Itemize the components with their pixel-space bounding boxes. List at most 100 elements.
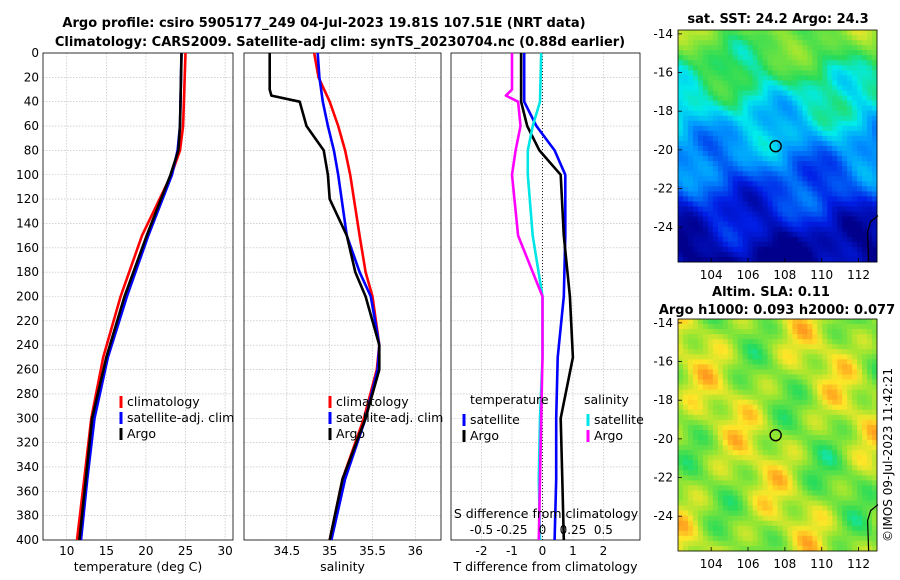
heatmap-cell <box>867 156 873 162</box>
heatmap-cell <box>767 90 773 96</box>
profile-panel-temperature: 0204060801001201401601802002202402602803… <box>16 46 234 574</box>
heatmap-cell <box>812 95 818 102</box>
heatmap-cell <box>678 339 684 345</box>
heatmap-cell <box>678 545 684 552</box>
heatmap-cell <box>732 110 739 117</box>
heatmap-cell <box>702 80 709 86</box>
heatmap-cell <box>857 120 863 127</box>
heatmap-cell <box>787 374 793 380</box>
heatmap-cell <box>727 35 734 41</box>
heatmap-cell <box>787 241 793 248</box>
heatmap-cell <box>782 246 788 253</box>
heatmap-cell <box>757 85 763 91</box>
heatmap-cell <box>767 216 773 223</box>
heatmap-cell <box>842 201 848 207</box>
heatmap-cell <box>742 90 749 96</box>
heatmap-cell <box>822 450 828 456</box>
x-tick-label: 20 <box>138 544 153 558</box>
heatmap-cell <box>777 329 783 335</box>
heatmap-cell <box>832 334 838 340</box>
heatmap-cell <box>812 354 818 360</box>
heatmap-cell <box>832 480 838 486</box>
heatmap-cell <box>842 196 848 202</box>
heatmap-cell <box>827 110 833 117</box>
heatmap-cell <box>742 226 749 233</box>
heatmap-cell <box>832 445 838 451</box>
heatmap-cell <box>777 40 783 46</box>
heatmap-cell <box>707 166 714 172</box>
heatmap-cell <box>852 241 858 248</box>
heatmap-cell <box>727 515 734 522</box>
heatmap-cell <box>682 100 689 107</box>
heatmap-cell <box>762 226 768 233</box>
heatmap-cell <box>702 196 709 202</box>
heatmap-cell <box>697 45 704 51</box>
heatmap-cell <box>692 40 699 46</box>
heatmap-cell <box>707 354 714 360</box>
heatmap-cell <box>732 329 739 335</box>
heatmap-cell <box>857 510 863 517</box>
heatmap-cell <box>692 226 699 233</box>
heatmap-cell <box>822 115 828 122</box>
heatmap-cell <box>822 374 828 380</box>
heatmap-cell <box>742 251 749 258</box>
heatmap-cell <box>867 344 873 350</box>
heatmap-cell <box>687 95 694 102</box>
heatmap-cell <box>737 429 744 436</box>
heatmap-cell <box>812 535 818 542</box>
heatmap-cell <box>762 206 768 212</box>
heatmap-cell <box>737 30 744 36</box>
heatmap-cell <box>782 55 788 61</box>
heatmap-cell <box>752 140 759 147</box>
heatmap-cell <box>747 440 754 446</box>
heatmap-cell <box>857 329 863 335</box>
heatmap-cell <box>787 384 793 391</box>
heatmap-cell <box>702 45 709 51</box>
heatmap-cell <box>837 120 843 127</box>
heatmap-cell <box>807 110 813 117</box>
heatmap-cell <box>712 510 719 517</box>
heatmap-cell <box>812 525 818 532</box>
heatmap-cell <box>752 135 759 142</box>
heatmap-cell <box>857 166 863 172</box>
heatmap-cell <box>722 211 729 218</box>
heatmap-cell <box>872 485 878 491</box>
heatmap-cell <box>727 364 734 370</box>
heatmap-cell <box>678 85 684 91</box>
heatmap-cell <box>752 450 759 456</box>
depth-tick-label: 20 <box>24 70 39 84</box>
heatmap-cell <box>822 475 828 481</box>
heatmap-cell <box>812 429 818 436</box>
heatmap-cell <box>802 226 808 233</box>
heatmap-cell <box>797 455 803 461</box>
heatmap-cell <box>722 319 729 325</box>
heatmap-cell <box>787 359 793 365</box>
heatmap-cell <box>822 364 828 370</box>
heatmap-cell <box>757 115 763 122</box>
heatmap-cell <box>727 176 734 182</box>
heatmap-cell <box>707 216 714 223</box>
heatmap-cell <box>697 535 704 542</box>
heatmap-cell <box>682 85 689 91</box>
heatmap-cell <box>852 485 858 491</box>
heatmap-cell <box>687 236 694 243</box>
heatmap-cell <box>862 319 868 325</box>
heatmap-cell <box>812 65 818 71</box>
heatmap-cell <box>717 470 724 476</box>
heatmap-cell <box>847 510 853 517</box>
heatmap-cell <box>707 90 714 96</box>
map-lon-tick-label: 106 <box>737 557 760 571</box>
heatmap-cell <box>717 500 724 507</box>
heatmap-cell <box>782 414 788 421</box>
heatmap-cell <box>857 354 863 360</box>
heatmap-cell <box>837 110 843 117</box>
heatmap-cell <box>692 389 699 396</box>
heatmap-cell <box>792 65 798 71</box>
heatmap-cell <box>727 60 734 66</box>
heatmap-cell <box>817 505 823 512</box>
heatmap-cell <box>817 369 823 375</box>
heatmap-cell <box>832 319 838 325</box>
heatmap-cell <box>757 221 763 228</box>
heatmap-cell <box>687 465 694 471</box>
heatmap-cell <box>678 354 684 360</box>
